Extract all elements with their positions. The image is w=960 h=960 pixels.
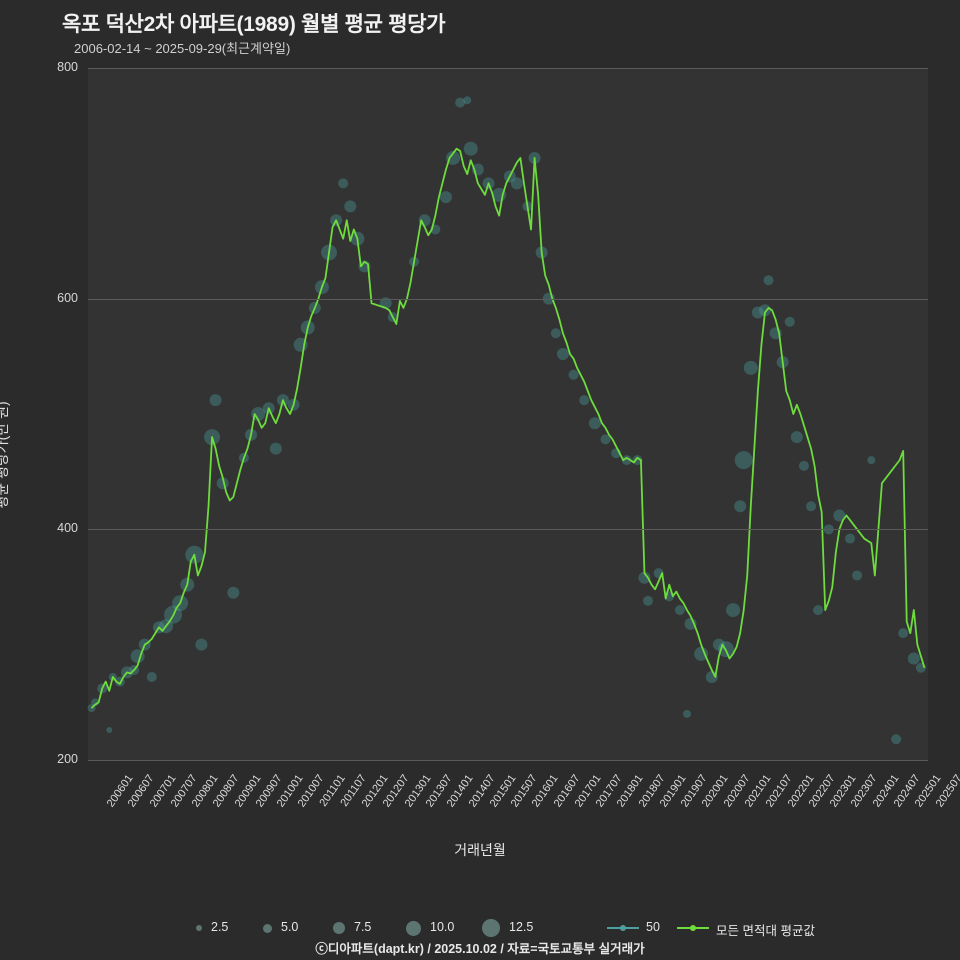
legend-series-label: 50 — [646, 920, 660, 934]
data-bubble — [106, 727, 113, 734]
data-bubble — [813, 605, 824, 616]
data-bubble — [568, 369, 579, 380]
gridline — [88, 68, 928, 69]
legend-size-label: 2.5 — [211, 920, 229, 934]
data-bubble — [833, 509, 846, 522]
data-bubble — [798, 460, 809, 471]
data-bubble — [734, 500, 747, 513]
data-bubble — [227, 586, 240, 599]
legend-size-marker — [263, 923, 272, 933]
legend-size-marker — [196, 925, 202, 931]
legend-size-marker — [333, 922, 345, 934]
y-axis-tick-label: 600 — [57, 290, 78, 305]
data-bubble — [269, 442, 282, 455]
legend-size-marker — [482, 919, 500, 937]
legend-size-label: 10.0 — [430, 920, 455, 934]
page-title: 옥포 덕산2차 아파트(1989) 월별 평균 평당가 — [62, 13, 446, 36]
legend-series-swatch — [677, 925, 709, 931]
x-axis-title: 거래년월 — [454, 842, 506, 858]
data-bubble — [600, 434, 611, 445]
data-bubble — [891, 734, 902, 745]
data-bubble — [463, 141, 478, 156]
series-line — [90, 147, 926, 709]
data-bubble — [898, 628, 909, 639]
data-bubble — [550, 328, 561, 339]
legend-size-label: 12.5 — [509, 920, 534, 934]
data-bubble — [763, 275, 774, 286]
data-bubble — [439, 191, 452, 204]
chart-subtitle: 2006-02-14 ~ 2025-09-29(최근계약일) — [74, 41, 291, 56]
data-bubble — [806, 501, 817, 512]
legend-series-swatch — [607, 925, 639, 931]
legend-size-marker — [406, 920, 421, 936]
data-bubble — [852, 570, 863, 581]
chart-svg — [87, 96, 926, 745]
data-bubble — [734, 451, 753, 470]
plot-area — [87, 68, 928, 761]
data-bubble — [674, 605, 685, 616]
data-bubble — [784, 316, 795, 327]
data-bubble — [195, 638, 208, 651]
data-bubble — [463, 96, 472, 105]
data-bubble — [579, 395, 590, 406]
data-bubble — [751, 306, 764, 319]
data-bubble — [556, 348, 569, 361]
data-bubble — [510, 177, 523, 190]
data-bubble — [694, 646, 709, 661]
gridline — [88, 529, 928, 531]
data-bubble — [344, 200, 357, 213]
legend-series-label: 모든 면적대 평균값 — [716, 924, 815, 938]
y-axis-title: 평균 평당가(만 원) — [0, 401, 10, 509]
data-bubble — [455, 97, 466, 108]
legend-size-label: 5.0 — [281, 920, 299, 934]
data-bubble — [638, 571, 651, 584]
y-axis-tick-label: 200 — [57, 752, 78, 766]
chart-legend: 2.5 5.0 7.5 10.0 12.5 50 모든 면적대 평균값 — [0, 915, 960, 941]
data-bubble — [643, 595, 653, 606]
y-axis-tick-label: 400 — [57, 521, 78, 536]
data-bubble — [845, 533, 856, 544]
legend-size-label: 7.5 — [354, 920, 372, 934]
data-bubble — [146, 671, 157, 682]
data-bubble — [632, 455, 643, 466]
data-bubble — [446, 150, 461, 165]
data-bubble — [338, 178, 349, 189]
data-bubble — [726, 603, 741, 618]
data-bubble — [209, 394, 222, 407]
gridline — [88, 760, 928, 761]
data-bubble — [790, 431, 803, 444]
data-bubble — [867, 456, 876, 465]
gridline — [88, 298, 928, 300]
y-axis-tick-label: 800 — [57, 60, 78, 74]
footer-credit: ⓒ디아파트(dapt.kr) / 2025.10.02 / 자료=국토교통부 실… — [315, 942, 645, 956]
data-bubble — [743, 360, 758, 375]
data-bubble — [588, 417, 601, 430]
data-bubble — [682, 709, 691, 718]
data-bubble — [621, 455, 632, 466]
data-bubble — [907, 652, 920, 665]
